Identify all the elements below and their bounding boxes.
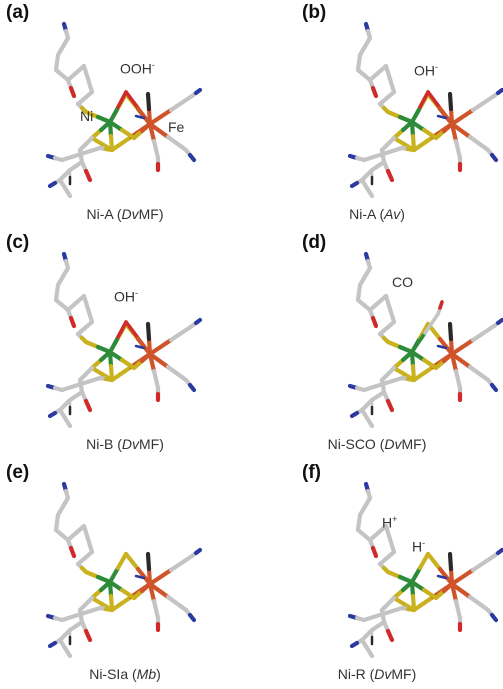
molecule-structure	[347, 251, 503, 429]
annotation-proton: H+	[382, 514, 398, 531]
annotation-ooh: OOH-	[120, 60, 155, 77]
panel-f: (f) Ni-R (DvMF) H+ H-	[252, 460, 503, 688]
panel-label: (d)	[302, 232, 327, 253]
annotation-co: CO	[392, 274, 413, 290]
annotation-fe: Fe	[168, 119, 185, 135]
molecule-structure	[347, 481, 503, 659]
panel-d: (d) Ni-SCO (DvMF) CO	[252, 230, 503, 458]
annotation-hydride: H-	[412, 538, 426, 555]
annotation-ni: Ni	[80, 108, 94, 124]
panel-caption: Ni-A (DvMF)	[86, 206, 164, 222]
panel-caption: Ni-A (Av)	[349, 206, 405, 222]
panel-caption: Ni-SIa (Mb)	[89, 666, 161, 682]
panel-caption: Ni-R (DvMF)	[337, 666, 417, 682]
panel-c: (c) Ni-B (DvMF) OH-	[0, 230, 250, 458]
annotation-oh: OH-	[114, 288, 138, 305]
panel-label: (f)	[302, 462, 321, 483]
panel-label: (e)	[6, 462, 30, 483]
panel-caption: Ni-SCO (DvMF)	[327, 436, 427, 452]
panel-b: (b) Ni-A (Av) OH-	[252, 0, 503, 228]
panel-label: (a)	[6, 2, 30, 23]
panel-label: (c)	[6, 232, 30, 253]
molecule-structure	[45, 21, 203, 199]
molecule-structure	[347, 21, 503, 199]
panel-a: (a) Ni-A (DvMF) OOH- Ni Fe	[0, 0, 250, 228]
panel-label: (b)	[302, 2, 327, 23]
molecule-structure	[45, 481, 203, 659]
molecule-structure	[45, 251, 203, 429]
annotation-oh: OH-	[414, 62, 438, 79]
panel-e: (e) Ni-SIa (Mb)	[0, 460, 250, 688]
panel-caption: Ni-B (DvMF)	[86, 436, 164, 452]
